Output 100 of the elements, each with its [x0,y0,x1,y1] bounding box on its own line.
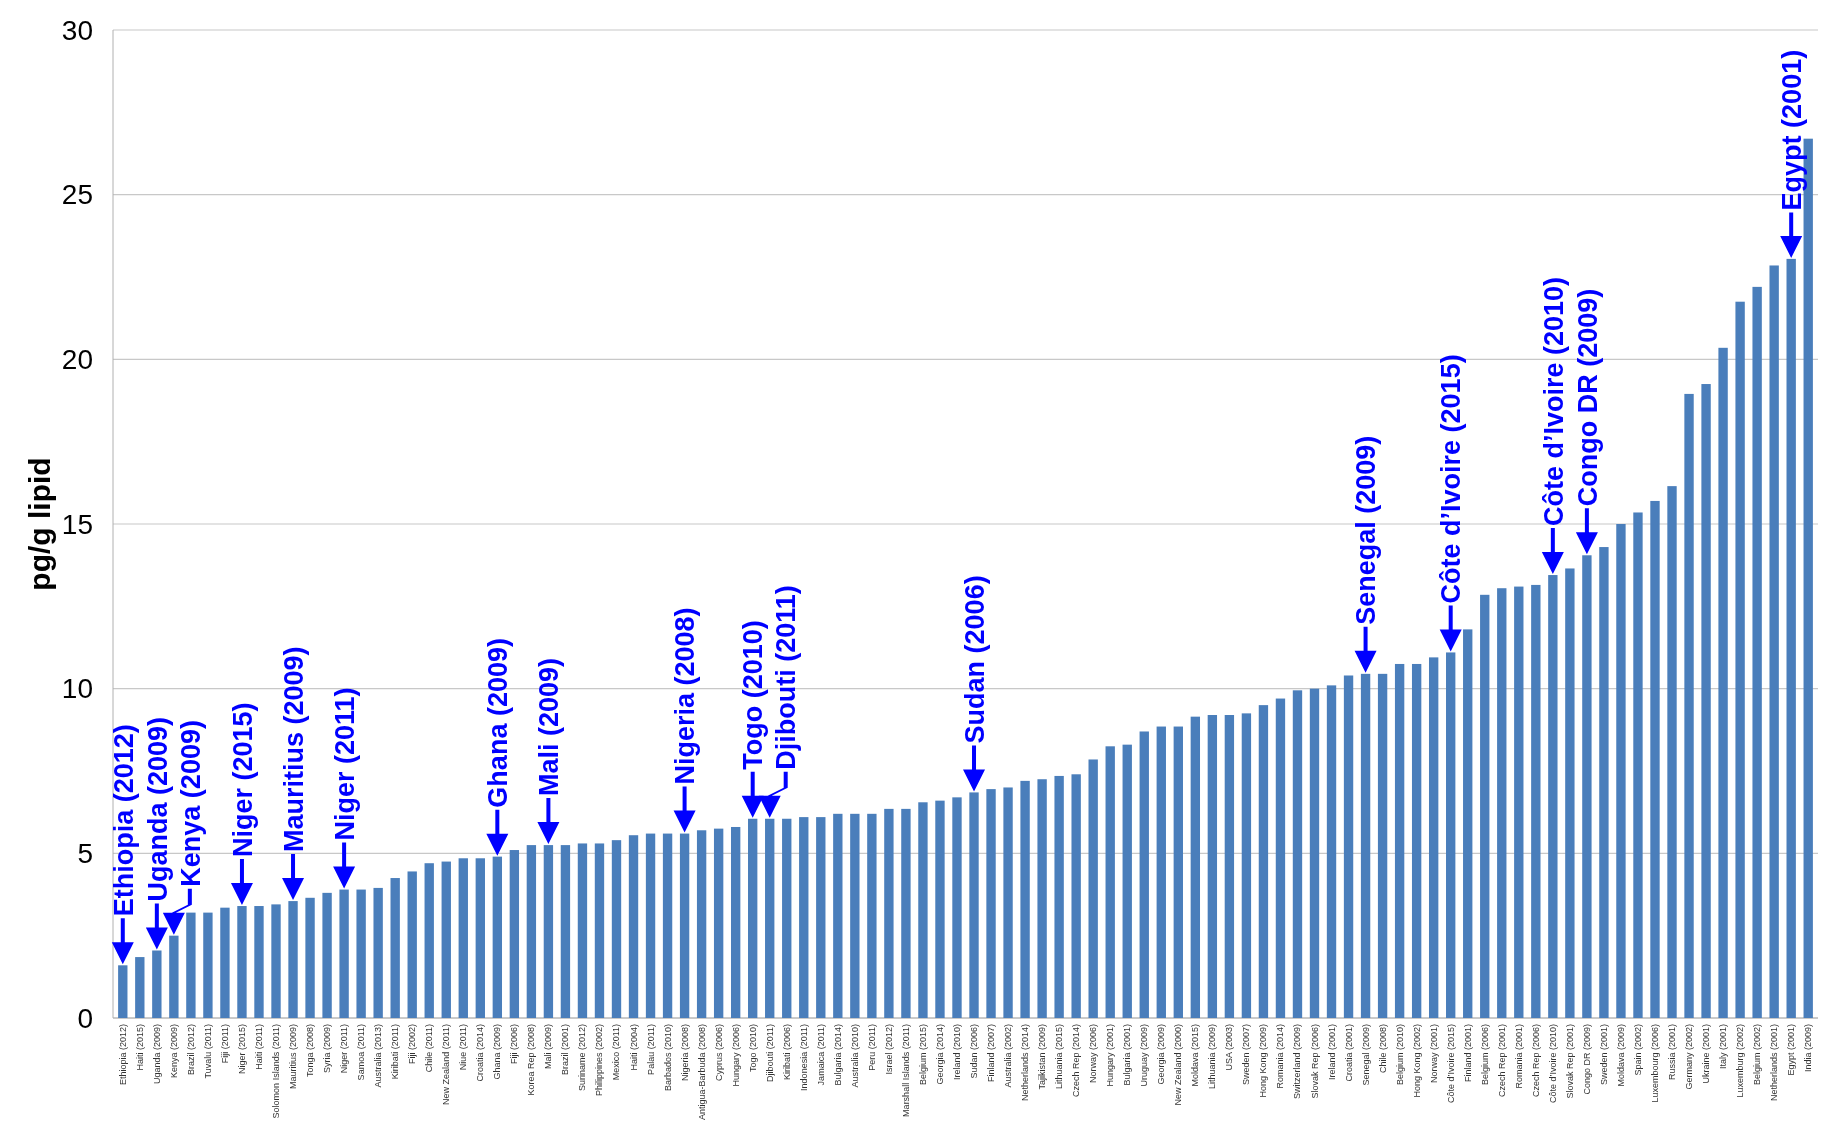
x-tick-label: Ghana (2009) [492,1024,503,1080]
annotation: Egypt (2001) [1776,49,1807,211]
x-tick-label: Italy (2001) [1718,1024,1729,1070]
x-tick-label: Finland (2001) [1462,1024,1473,1083]
x-tick-label: Tuvalu (2011) [202,1024,213,1079]
x-tick-label: Czech Rep (2001) [1496,1024,1507,1098]
bar [799,817,809,1018]
bar [1650,500,1660,1018]
x-tick-label: Niger (2011) [339,1024,350,1074]
bar [952,797,962,1018]
x-tick-label: Finland (2007) [986,1024,997,1083]
x-tick-label: New Zealand (2000) [1173,1024,1184,1106]
bar [356,889,366,1018]
x-tick-label: Belgium (2002) [1752,1024,1763,1086]
x-tick-label: Brazil (2001) [560,1024,571,1076]
annotation: Senegal (2009) [1351,435,1382,625]
annotation: Mali (2009) [534,658,565,797]
x-tick-label: Slovak Rep (2001) [1564,1024,1575,1099]
bar [1616,524,1626,1018]
bar [1497,588,1507,1018]
bar [509,850,520,1018]
x-tick-label: Australia (2010) [849,1024,860,1088]
bar [1224,715,1235,1018]
bar [271,904,281,1018]
y-tick-label: 5 [77,838,93,870]
x-tick-label: Korea Rep (2008) [526,1024,537,1096]
x-tick-label: Tajikistan (2009) [1037,1024,1048,1090]
bar [1394,663,1405,1018]
bar [1190,716,1201,1018]
x-tick-label: Moldava (2015) [1190,1024,1201,1087]
bar [1326,685,1337,1018]
x-tick-label: Barbados (2010) [662,1024,673,1092]
bar [1241,713,1252,1018]
x-tick-label: Israel (2012) [883,1024,894,1075]
x-tick-label: Indonesia (2011) [798,1024,809,1091]
x-tick-label: Togo (2010) [747,1024,758,1073]
annotation: Ethiopia (2012) [108,724,139,917]
x-tick-label: Belgium (2015) [917,1024,928,1086]
bar [1752,286,1762,1018]
bar [1020,780,1030,1018]
x-tick-label: Hong Kong (2002) [1411,1024,1422,1098]
x-tick-label: Kiribati (2006) [781,1024,792,1081]
x-tick-label: Côte d’Ivoire (2010) [1547,1024,1558,1104]
annotation: Togo (2010) [738,620,769,770]
bar [458,858,468,1018]
bar [1139,731,1149,1018]
bar [1480,594,1490,1018]
annotation: Niger (2015) [227,702,258,858]
bar [1156,726,1166,1018]
annotation: Kenya (2009) [175,720,206,887]
x-tick-label: Belgium (2010) [1394,1024,1405,1086]
x-tick-label: USA (2003) [1224,1024,1235,1071]
bar [1071,774,1081,1018]
annotation: Niger (2011) [329,687,360,841]
bar [390,878,400,1018]
y-tick-label: 10 [61,673,93,705]
y-axis-title: pg/g lipid [23,457,56,591]
x-tick-label: Niue (2011) [458,1024,469,1071]
x-tick-label: Fiji (2002) [407,1024,418,1065]
x-tick-label: India (2009) [1803,1024,1814,1073]
x-tick-label: Czech Rep (2014) [1071,1024,1082,1098]
bar [1037,779,1047,1018]
x-tick-label: Australia (2002) [1003,1024,1014,1088]
x-tick-label: Bulgaria (2001) [1122,1024,1133,1086]
bar [1309,688,1320,1018]
bar [986,789,996,1018]
bar [594,843,605,1018]
x-tick-label: Suriname (2012) [577,1024,588,1092]
bar [1173,726,1183,1018]
bar [441,861,451,1018]
x-tick-label: Belgium (2006) [1479,1024,1490,1086]
bar [1343,675,1354,1018]
y-tick-label: 15 [61,508,93,540]
x-tick-label: Netherlands (2001) [1769,1024,1780,1102]
bar [1599,547,1609,1018]
x-tick-label: Samoa (2011) [356,1024,367,1081]
x-tick-label: Hong Kong (2009) [1258,1024,1269,1098]
x-tick-label: Slovak Rep (2006) [1309,1024,1320,1099]
bar [1633,512,1643,1018]
bar [1411,663,1422,1018]
bar [135,957,145,1018]
x-tick-label: Switzerland (2009) [1292,1024,1303,1100]
x-tick-label: Mexico (2011) [611,1024,622,1081]
bar [407,871,417,1018]
x-tick-label: Romania (2014) [1275,1024,1286,1089]
x-tick-label: Solomon Islands (2011) [271,1024,282,1119]
x-tick-label: Marshall Islands (2011) [900,1024,911,1117]
x-tick-label: Djibouti (2011) [764,1024,775,1082]
annotation: Uganda (2009) [142,716,173,902]
x-tick-label: Chile (2008) [1377,1024,1388,1074]
x-tick-label: Ukraine (2001) [1701,1024,1712,1084]
x-tick-label: Haiti (2011) [253,1024,264,1070]
bar [884,808,894,1018]
x-tick-label: Syria (2009) [322,1024,333,1074]
x-tick-label: Germany (2002) [1684,1024,1695,1090]
bar [935,800,945,1018]
bar [424,863,434,1018]
bar [645,833,656,1018]
bar [1207,715,1218,1018]
x-tick-label: Hungary (2006) [730,1024,741,1087]
